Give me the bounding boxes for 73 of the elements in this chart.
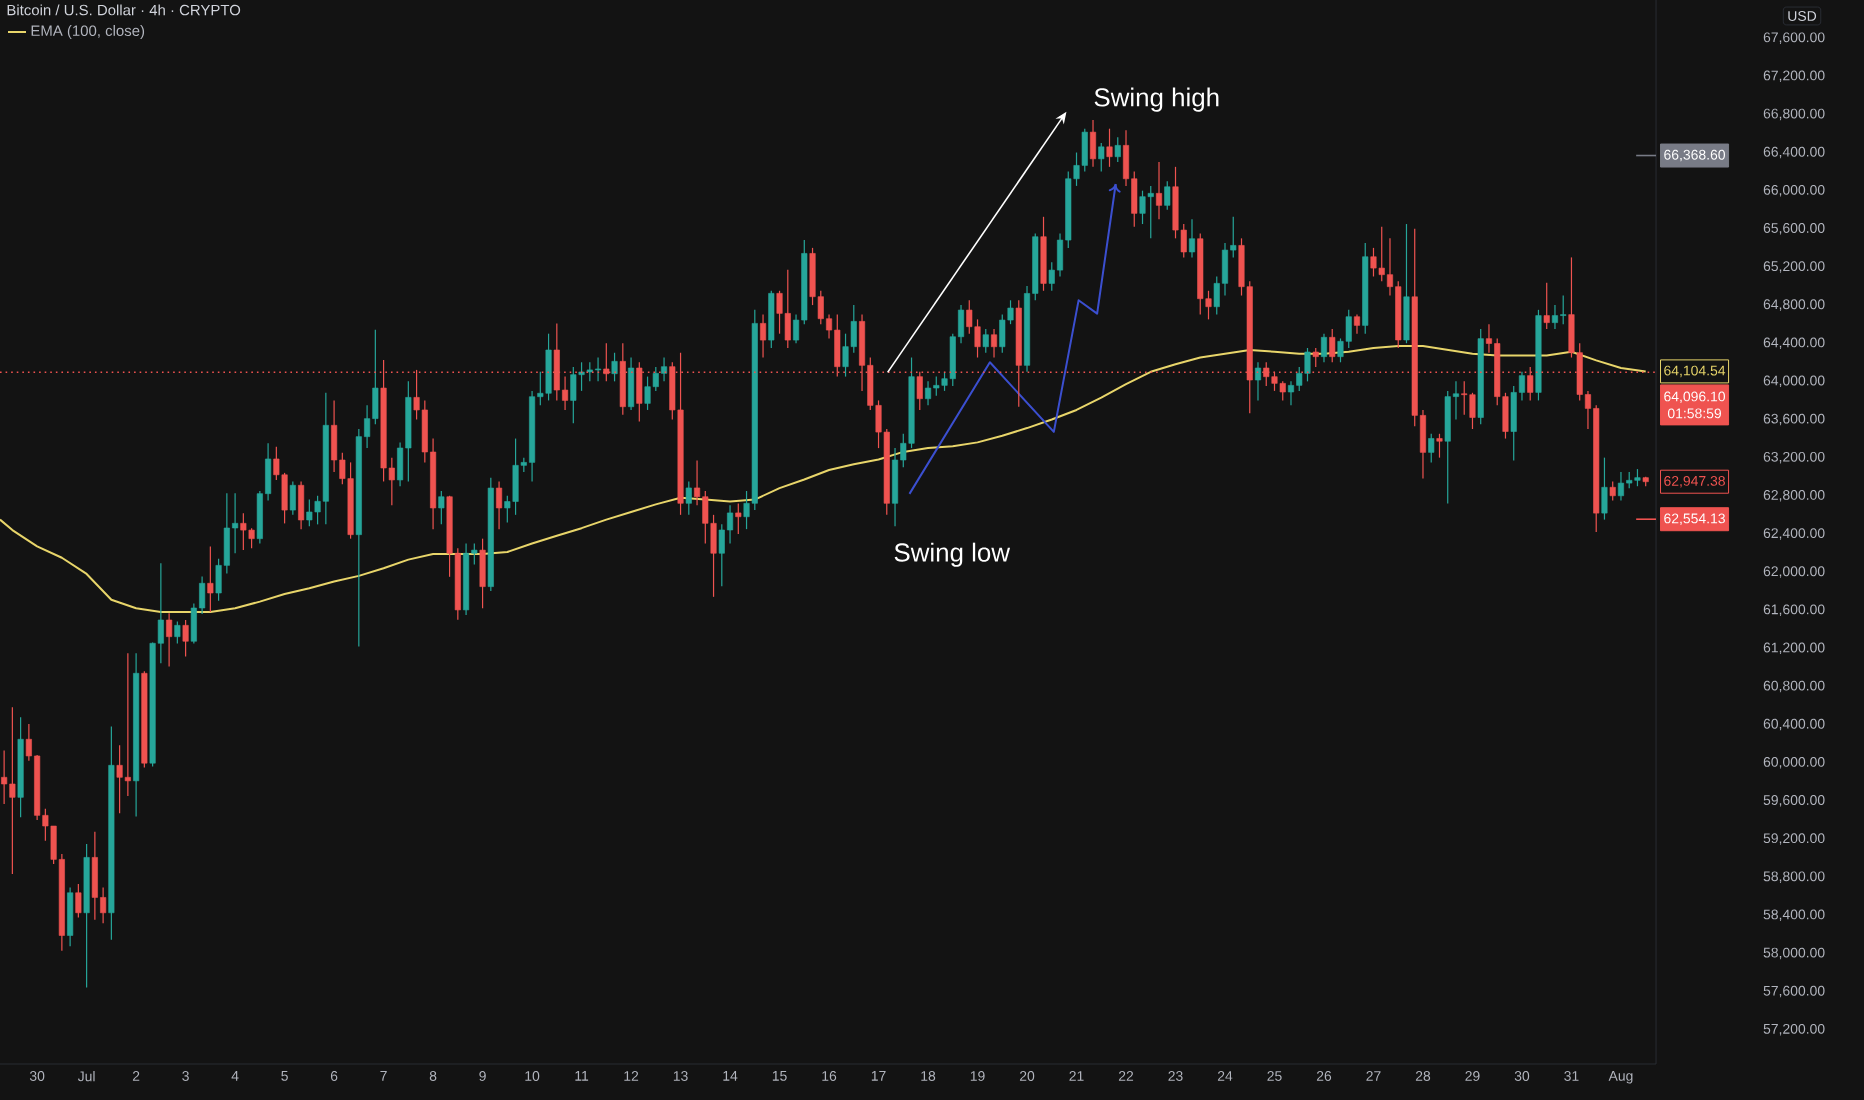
candlestick	[1098, 142, 1105, 173]
candlestick	[1543, 282, 1550, 330]
candlestick	[1370, 247, 1377, 278]
candlestick	[1139, 190, 1146, 225]
candlestick	[1147, 185, 1154, 239]
candlestick	[306, 498, 313, 527]
candlestick	[1403, 223, 1410, 344]
candlestick	[644, 375, 651, 411]
candlestick	[248, 527, 255, 549]
candlestick	[331, 399, 338, 473]
candlestick	[1444, 390, 1451, 504]
candlestick	[289, 480, 296, 516]
candlestick	[776, 290, 783, 335]
candlestick	[784, 269, 791, 349]
candlestick	[1, 750, 8, 805]
candlestick	[999, 314, 1006, 354]
candlestick	[1320, 333, 1328, 363]
candlestick	[1254, 361, 1262, 402]
candlestick	[91, 831, 98, 921]
candlestick	[1287, 380, 1295, 406]
candlestick	[1329, 328, 1336, 363]
candlestick	[479, 538, 486, 609]
candlestick	[1353, 314, 1361, 335]
candlestick	[166, 612, 173, 668]
candlestick	[1560, 294, 1567, 325]
candlestick	[1188, 218, 1196, 259]
candlestick	[75, 883, 82, 919]
candlestick	[116, 744, 123, 814]
candlestick	[1312, 347, 1319, 368]
candlestick	[545, 333, 552, 402]
candlestick	[298, 480, 305, 530]
candlestick	[735, 502, 742, 535]
candlestick	[1040, 216, 1047, 292]
candlestick	[1106, 128, 1113, 168]
candlestick	[1609, 480, 1616, 502]
candlestick	[240, 512, 247, 551]
candlestick	[991, 328, 998, 359]
candlestick	[207, 545, 214, 613]
candlestick	[1304, 347, 1311, 382]
candlestick	[182, 619, 189, 658]
candlestick	[9, 706, 16, 875]
candlestick	[1279, 380, 1286, 402]
candlestick	[1114, 136, 1121, 163]
candlestick	[586, 361, 593, 382]
candlestick	[1436, 433, 1443, 459]
candlestick	[685, 480, 692, 516]
annotation: Swing low	[894, 542, 1011, 567]
candlestick	[1089, 119, 1097, 168]
candlestick	[760, 314, 767, 359]
candlestick	[67, 886, 74, 947]
candlestick	[1601, 457, 1608, 521]
candlestick	[1428, 433, 1435, 463]
candlestick	[768, 290, 775, 349]
candlestick	[1155, 161, 1163, 220]
candlestick	[1081, 128, 1088, 173]
candlestick	[1461, 380, 1468, 416]
candlestick	[1378, 226, 1385, 282]
candlestick	[570, 366, 577, 424]
candlestick	[438, 490, 445, 525]
candlestick	[982, 328, 989, 354]
candlestick	[611, 352, 618, 382]
annotation: Swing high	[1094, 87, 1219, 112]
candlestick	[925, 380, 932, 406]
candlestick	[628, 356, 635, 411]
candlestick	[512, 437, 519, 516]
candlestick	[124, 652, 131, 797]
candlestick	[1469, 392, 1476, 430]
candlestick	[174, 621, 181, 645]
candlestick	[1345, 309, 1352, 349]
candlestick	[496, 480, 503, 530]
candlestick	[892, 447, 899, 527]
candlestick	[933, 375, 940, 397]
candlestick	[1164, 180, 1171, 211]
